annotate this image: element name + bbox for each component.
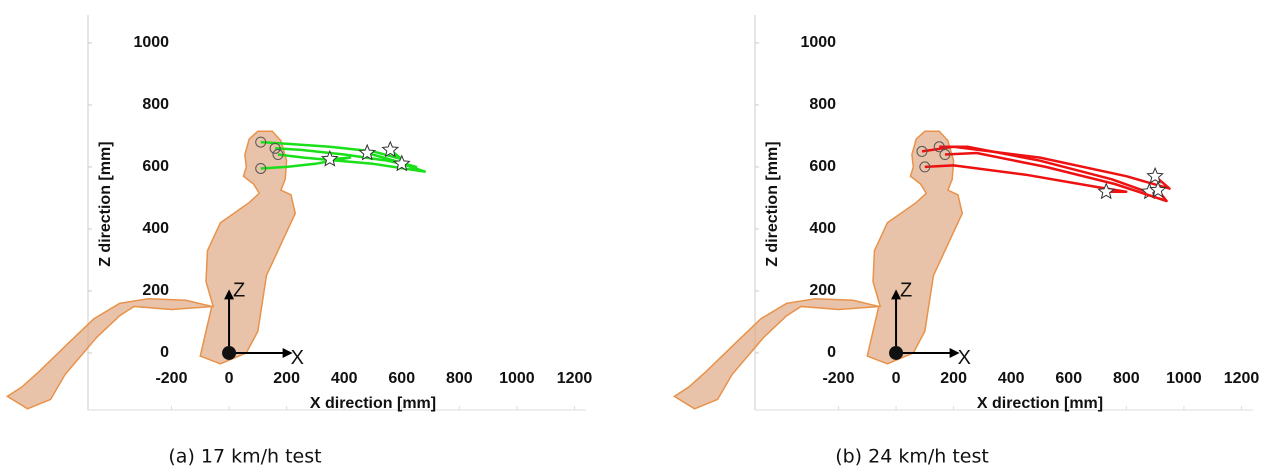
y-tick-label: 0 [160,344,169,361]
y-tick-label: 0 [827,344,836,361]
start-marker [933,141,945,153]
frame-origin [222,345,237,360]
x-tick-label: 0 [225,370,234,387]
body-silhouette [672,130,964,410]
caption: (a) 17 km/h test [168,446,321,468]
end-marker [358,143,377,161]
y-tick-label: 400 [809,220,836,237]
frame-z-label: Z [900,280,912,302]
end-marker [320,149,339,167]
x-tick-label: 1000 [1166,370,1202,387]
end-marker [392,154,411,172]
frame-x-head [949,347,960,358]
trajectory [944,151,1168,203]
x-axis-label: X direction [mm] [977,395,1103,412]
y-tick-label: 600 [809,158,836,175]
x-tick-label: -200 [822,370,854,387]
trajectory [277,153,427,173]
frame-z-head [224,289,235,300]
y-tick-label: 1000 [133,34,169,51]
frame-x-head [282,347,293,358]
start-marker [255,162,267,174]
start-marker [255,136,267,148]
x-tick-label: 600 [388,370,415,387]
frame-z-head [891,289,902,300]
caption: (b) 24 km/h test [835,446,989,468]
x-tick-label: 800 [1113,370,1140,387]
frame-x-label: X [291,347,304,369]
x-tick-label: 400 [998,370,1025,387]
y-tick-label: 600 [142,158,169,175]
trajectory [924,164,1128,193]
y-tick-label: 800 [142,96,169,113]
x-tick-label: 1000 [499,370,535,387]
end-marker [381,140,400,158]
end-marker [1146,166,1164,184]
trajectory [260,156,352,170]
y-axis-label: Z direction [mm] [764,141,781,266]
y-axis-label: Z direction [mm] [97,141,114,266]
x-tick-label: 800 [446,370,473,387]
body-silhouette [5,130,297,410]
start-marker [916,145,928,157]
x-tick-label: 200 [273,370,300,387]
y-tick-label: 400 [142,220,169,237]
start-marker [919,161,931,173]
start-marker [939,149,951,161]
x-tick-label: 400 [331,370,358,387]
x-tick-label: 600 [1055,370,1082,387]
end-marker [1149,180,1167,198]
x-tick-label: -200 [155,370,187,387]
x-tick-label: 1200 [557,370,593,387]
end-marker [1097,182,1116,200]
frame-x-label: X [958,347,971,369]
y-tick-label: 1000 [800,34,836,51]
start-marker [272,149,284,161]
x-tick-label: 1200 [1224,370,1260,387]
frame-z-label: Z [233,280,245,302]
frame-origin [889,345,904,360]
x-axis-label: X direction [mm] [310,395,436,412]
y-tick-label: 200 [809,282,836,299]
y-tick-label: 800 [809,96,836,113]
x-tick-label: 200 [940,370,967,387]
start-marker [269,142,281,154]
y-tick-label: 200 [142,282,169,299]
x-tick-label: 0 [892,370,901,387]
trajectory [260,140,404,161]
